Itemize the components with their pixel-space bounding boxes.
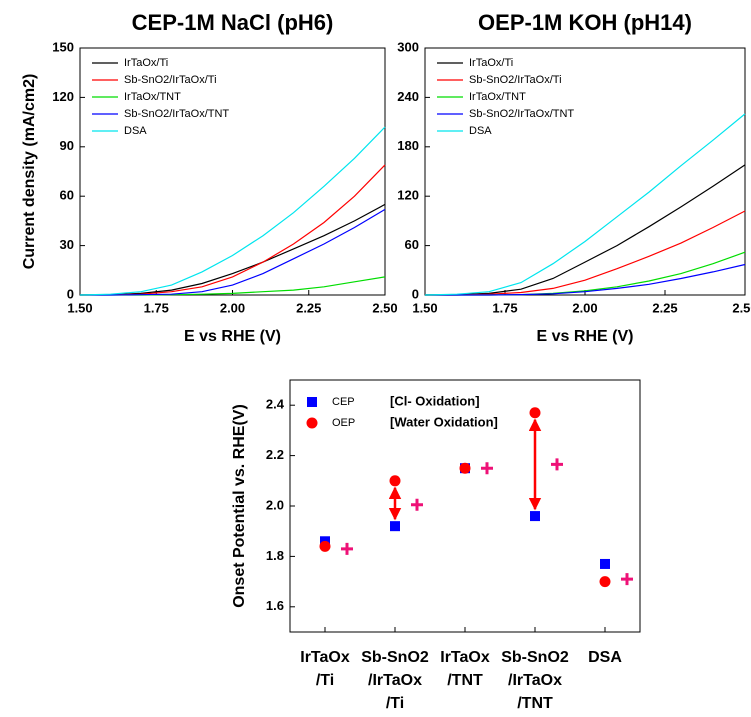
x-tick-label: DSA <box>588 649 622 666</box>
x-tick-label: IrTaOx/TNT <box>440 649 490 689</box>
legend-swatch <box>307 397 317 407</box>
chart-title: CEP-1M NaCl (pH6) <box>132 10 334 35</box>
legend-label: Sb-SnO2/IrTaOx/Ti <box>469 74 562 86</box>
chart-title: OEP-1M KOH (pH14) <box>478 10 692 35</box>
legend-label: DSA <box>124 125 147 137</box>
point <box>600 558 610 569</box>
legend-swatch <box>306 417 318 429</box>
y-tick-label: 2.4 <box>266 397 285 412</box>
legend-label: OEP <box>332 417 355 429</box>
y-tick-label: 30 <box>60 237 74 252</box>
y-tick-label: 1.8 <box>266 548 284 563</box>
legend-label: IrTaOx/Ti <box>469 57 513 69</box>
y-tick-label: 120 <box>52 89 74 104</box>
point <box>481 462 493 475</box>
point <box>341 542 353 555</box>
x-tick-label: 2.50 <box>732 300 751 315</box>
data-line <box>79 203 386 296</box>
x-axis-label: E vs RHE (V) <box>184 328 281 345</box>
legend-label: DSA <box>469 125 492 137</box>
point <box>411 498 423 511</box>
x-tick-label: Sb-SnO2/IrTaOx/Ti <box>361 649 429 712</box>
y-tick-label: 60 <box>405 237 419 252</box>
annotation: [Water Oxidation] <box>390 414 498 429</box>
y-tick-label: 90 <box>60 138 74 153</box>
data-line <box>79 126 386 296</box>
y-tick-label: 60 <box>60 188 74 203</box>
point <box>319 540 331 552</box>
data-line <box>425 263 746 296</box>
point <box>390 521 400 532</box>
y-tick-label: 2.0 <box>266 497 284 512</box>
data-line <box>79 164 386 296</box>
y-tick-label: 120 <box>397 188 419 203</box>
data-line <box>425 210 746 296</box>
legend-label: Sb-SnO2/IrTaOx/TNT <box>469 108 574 120</box>
point <box>459 462 471 474</box>
y-tick-label: 180 <box>397 138 419 153</box>
x-tick-label: 1.50 <box>67 300 92 315</box>
x-tick-label: IrTaOx/Ti <box>300 649 350 689</box>
point <box>389 475 401 487</box>
y-tick-label: 1.6 <box>266 598 284 613</box>
legend-label: IrTaOx/TNT <box>469 91 526 103</box>
y-tick-label: 300 <box>397 39 419 54</box>
y-axis-label: Onset Potential vs. RHE(V) <box>231 404 248 608</box>
data-line <box>425 251 746 296</box>
y-tick-label: 150 <box>52 39 74 54</box>
data-line <box>80 208 386 296</box>
x-tick-label: 2.00 <box>220 300 245 315</box>
x-tick-label: 2.25 <box>652 300 677 315</box>
x-tick-label: 2.50 <box>372 300 397 315</box>
x-tick-label: Sb-SnO2/IrTaOx/TNT <box>501 649 569 712</box>
legend-label: IrTaOx/TNT <box>124 91 181 103</box>
data-line <box>424 113 746 296</box>
y-tick-label: 0 <box>67 286 74 301</box>
data-line <box>424 164 746 296</box>
point <box>599 576 611 588</box>
y-tick-label: 0 <box>412 286 419 301</box>
point <box>529 407 541 419</box>
x-tick-label: 1.75 <box>144 300 169 315</box>
legend-label: IrTaOx/Ti <box>124 57 168 69</box>
x-tick-label: 2.25 <box>296 300 321 315</box>
y-tick-label: 2.2 <box>266 447 284 462</box>
x-tick-label: 1.75 <box>492 300 517 315</box>
point <box>551 458 563 471</box>
point <box>621 573 633 586</box>
y-axis-label: Current density (mA/cm2) <box>21 74 38 270</box>
y-tick-label: 240 <box>397 89 419 104</box>
legend-label: Sb-SnO2/IrTaOx/Ti <box>124 74 217 86</box>
annotation: [Cl- Oxidation] <box>390 393 480 408</box>
x-tick-label: 1.50 <box>412 300 437 315</box>
legend-label: CEP <box>332 396 355 408</box>
point <box>530 511 540 522</box>
legend-label: Sb-SnO2/IrTaOx/TNT <box>124 108 229 120</box>
x-axis-label: E vs RHE (V) <box>537 328 634 345</box>
x-tick-label: 2.00 <box>572 300 597 315</box>
